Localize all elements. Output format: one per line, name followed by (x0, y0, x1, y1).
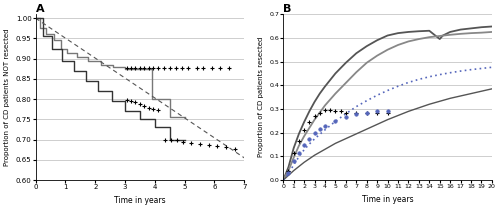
Text: B: B (283, 4, 292, 14)
Y-axis label: Proportion of CD patients resected: Proportion of CD patients resected (258, 37, 264, 157)
Y-axis label: Proportion of CD patients NOT resected: Proportion of CD patients NOT resected (4, 28, 10, 166)
Text: A: A (36, 4, 44, 14)
X-axis label: Time in years: Time in years (362, 195, 414, 204)
X-axis label: Time in years: Time in years (114, 196, 166, 205)
